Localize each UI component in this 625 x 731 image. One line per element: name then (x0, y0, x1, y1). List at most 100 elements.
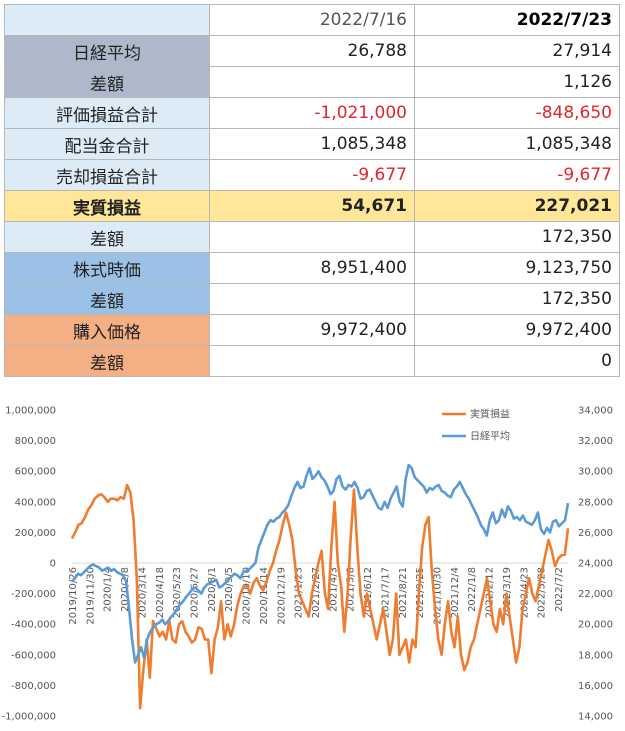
y-right-tick-label: 28,000 (578, 497, 613, 508)
y-right-tick-label: 34,000 (578, 406, 613, 417)
row-label: 配当金合計 (4, 128, 210, 160)
x-tick-label: 2022/1/8 (467, 567, 478, 612)
row-label: 差額 (4, 221, 210, 253)
table-row: 株式時価 8,951,400 9,123,750 (4, 252, 620, 284)
row-value-1: 9,972,400 (209, 314, 415, 346)
table-row: 売却損益合計 -9,677 -9,677 (4, 159, 620, 191)
row-value-1: -1,021,000 (209, 97, 415, 129)
y-left-tick-label: -1,000,000 (1, 712, 56, 723)
x-tick-label: 2022/7/2 (554, 567, 565, 612)
x-tick-label: 2021/6/12 (363, 567, 374, 618)
x-tick-label: 2022/3/19 (502, 567, 513, 618)
row-label: 売却損益合計 (4, 159, 210, 191)
x-tick-label: 2020/8/1 (207, 567, 218, 612)
x-tick-label: 2021/12/4 (450, 567, 461, 618)
row-value-2: 9,972,400 (414, 314, 620, 346)
table-row: 購入価格 9,972,400 9,972,400 (4, 314, 620, 346)
series-line-nikkei (71, 463, 570, 664)
x-tick-label: 2021/9/25 (415, 567, 426, 618)
x-tick-label: 2021/7/17 (380, 567, 391, 618)
row-value-1 (209, 221, 415, 253)
y-right-tick-label: 14,000 (578, 712, 613, 723)
row-value-2: 227,021 (414, 190, 620, 222)
y-right-tick-label: 20,000 (578, 620, 613, 631)
x-tick-label: 2020/6/27 (190, 567, 201, 618)
x-tick-label: 2020/1/4 (103, 567, 114, 612)
x-tick-label: 2020/5/23 (172, 567, 183, 618)
row-value-1 (209, 66, 415, 98)
row-value-1 (209, 283, 415, 315)
table-row: 評価損益合計 -1,021,000 -848,650 (4, 97, 620, 129)
legend-entry: 日経平均 (470, 430, 510, 443)
y-right-tick-label: 26,000 (578, 528, 613, 539)
table-header-row: 2022/7/16 2022/7/23 (4, 4, 620, 36)
x-tick-label: 2021/4/3 (328, 567, 339, 612)
x-tick-label: 2020/11/14 (259, 567, 270, 625)
table-row: 差額 172,350 (4, 221, 620, 253)
x-tick-label: 2020/10/10 (242, 567, 253, 625)
x-tick-label: 2019/11/30 (85, 567, 96, 625)
row-value-1: 26,788 (209, 35, 415, 67)
legend-entry: 実質損益 (470, 408, 510, 421)
x-tick-label: 2021/10/30 (433, 567, 444, 625)
y-left-tick-label: 0 (50, 559, 56, 570)
x-tick-label: 2021/8/21 (398, 567, 409, 618)
line-chart: 1,000,000 800,000 600,000 400,000 200,000 0 -2… (0, 392, 625, 731)
table-row: 配当金合計 1,085,348 1,085,348 (4, 128, 620, 160)
y-right-tick-label: 22,000 (578, 589, 613, 600)
x-tick-label: 2020/4/18 (155, 567, 166, 618)
row-value-2: 27,914 (414, 35, 620, 67)
row-value-2: 1,085,348 (414, 128, 620, 160)
x-tick-label: 2020/9/5 (224, 567, 235, 612)
row-value-2: 172,350 (414, 283, 620, 315)
header-cell-blank (4, 4, 210, 36)
y-left-tick-label: 200,000 (15, 528, 56, 539)
y-left-tick-label: -600,000 (11, 650, 56, 661)
table-row: 差額 1,126 (4, 66, 620, 98)
row-value-2: 172,350 (414, 221, 620, 253)
row-value-2: 1,126 (414, 66, 620, 98)
header-cell-date1: 2022/7/16 (209, 4, 415, 36)
x-tick-label: 2021/2/27 (311, 567, 322, 618)
y-left-tick-label: 600,000 (15, 467, 56, 478)
row-label: 差額 (4, 66, 210, 98)
row-value-2: -848,650 (414, 97, 620, 129)
x-tick-label: 2019/10/26 (68, 567, 79, 625)
x-tick-label: 2020/12/19 (276, 567, 287, 625)
row-value-2: -9,677 (414, 159, 620, 191)
y-left-tick-label: 1,000,000 (5, 406, 56, 417)
row-value-1: 8,951,400 (209, 252, 415, 284)
row-value-2: 0 (414, 345, 620, 377)
y-left-tick-label: 400,000 (15, 497, 56, 508)
summary-table: 2022/7/16 2022/7/23 日経平均 26,788 27,914 差… (4, 4, 620, 377)
x-tick-label: 2022/5/28 (537, 567, 548, 618)
table-row: 差額 172,350 (4, 283, 620, 315)
y-left-tick-label: 800,000 (15, 436, 56, 447)
chart-svg: 1,000,000 800,000 600,000 400,000 200,000 0 -2… (1, 406, 613, 723)
row-label: 差額 (4, 345, 210, 377)
row-label: 差額 (4, 283, 210, 315)
header-cell-date2: 2022/7/23 (414, 4, 620, 36)
y-left-tick-label: -400,000 (11, 620, 56, 631)
y-right-tick-label: 18,000 (578, 650, 613, 661)
row-value-2: 9,123,750 (414, 252, 620, 284)
table-row-highlight: 実質損益 54,671 227,021 (4, 190, 620, 222)
row-value-1: 54,671 (209, 190, 415, 222)
row-value-1 (209, 345, 415, 377)
row-label: 株式時価 (4, 252, 210, 284)
row-label: 評価損益合計 (4, 97, 210, 129)
y-left-tick-label: -200,000 (11, 589, 56, 600)
x-tick-label: 2020/3/14 (137, 567, 148, 618)
y-right-tick-label: 16,000 (578, 681, 613, 692)
row-label: 実質損益 (4, 190, 210, 222)
x-tick-label: 2021/5/8 (346, 567, 357, 612)
x-tick-label: 2020/2/8 (120, 567, 131, 612)
y-right-tick-label: 32,000 (578, 436, 613, 447)
y-right-tick-label: 30,000 (578, 467, 613, 478)
row-label: 購入価格 (4, 314, 210, 346)
table-row: 日経平均 26,788 27,914 (4, 35, 620, 67)
row-value-1: -9,677 (209, 159, 415, 191)
row-label: 日経平均 (4, 35, 210, 67)
y-left-tick-label: -800,000 (11, 681, 56, 692)
row-value-1: 1,085,348 (209, 128, 415, 160)
